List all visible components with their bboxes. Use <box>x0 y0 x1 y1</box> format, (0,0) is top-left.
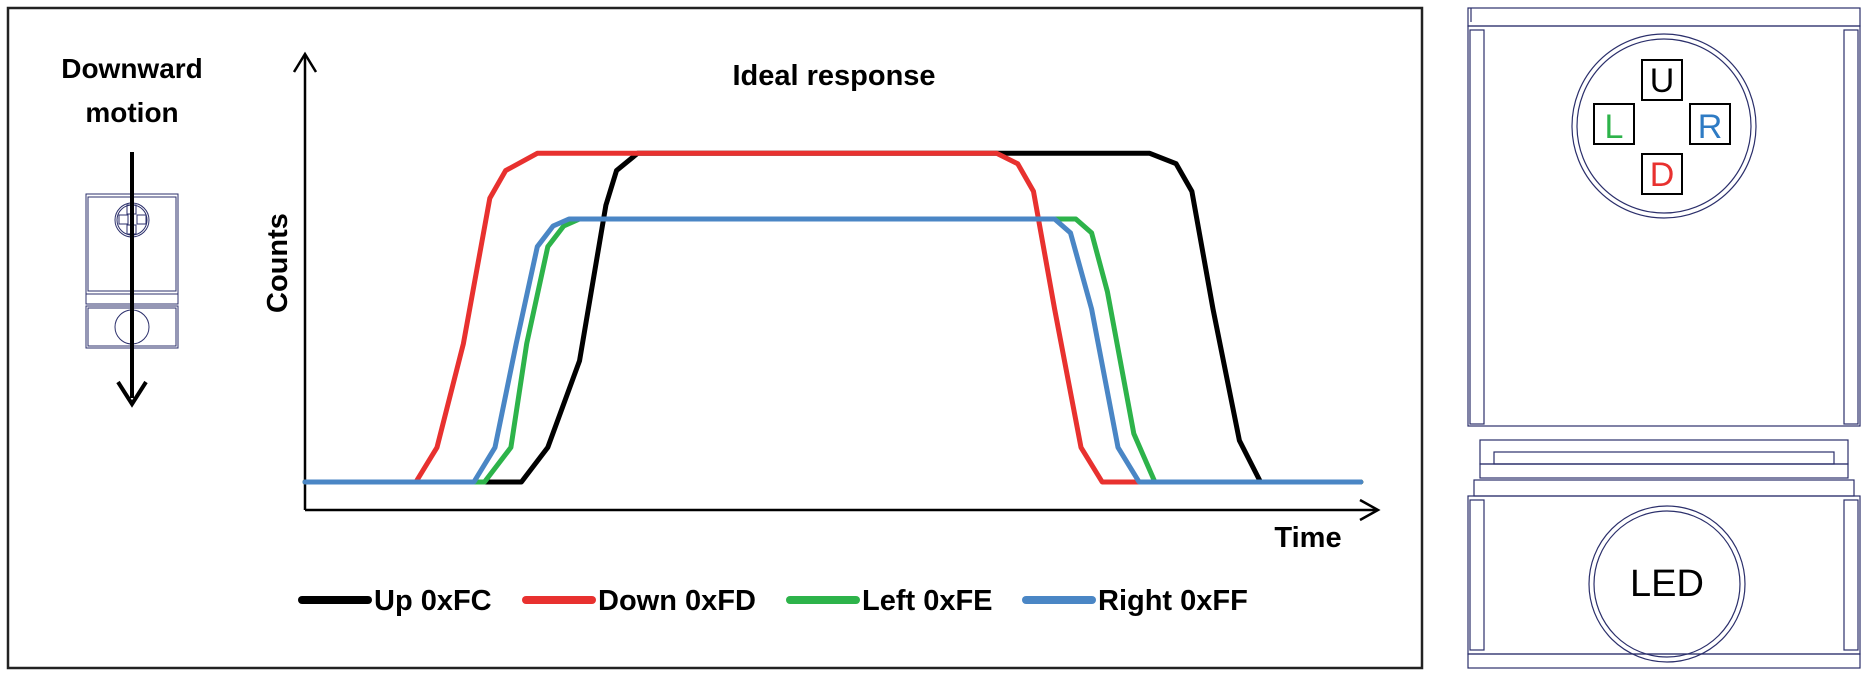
right-label: R <box>1698 108 1723 146</box>
down-photodiode <box>1641 153 1683 195</box>
legend-label-1: Down 0xFD <box>598 585 756 617</box>
series-layer <box>302 150 1364 485</box>
left-photodiode <box>1593 103 1635 145</box>
x-axis-arrow-icon <box>1359 498 1381 522</box>
chart-axes <box>292 51 1381 522</box>
chart-frame <box>6 6 1424 670</box>
up-photodiode <box>1641 59 1683 101</box>
down-label: D <box>1650 156 1675 194</box>
legend-label-2: Left 0xFE <box>862 585 993 617</box>
y-axis-label: Counts <box>262 213 294 313</box>
legend-label-3: Right 0xFF <box>1098 585 1248 617</box>
right-photodiode <box>1689 103 1731 145</box>
motion-arrow-icon <box>116 152 148 408</box>
motion-label-line2: motion <box>85 97 178 128</box>
series-line-0 <box>302 150 1364 485</box>
y-axis-arrow-icon <box>292 51 318 73</box>
up-label: U <box>1650 62 1675 100</box>
led-label: LED <box>1630 563 1704 605</box>
series-line-1 <box>302 150 1364 485</box>
photodiode-window <box>1571 33 1757 219</box>
legend: Up 0xFC Down 0xFD Left 0xFE Right 0xFF <box>298 585 1248 617</box>
left-label: L <box>1605 108 1624 146</box>
x-axis-label: Time <box>1274 522 1341 554</box>
motion-label-line1: Downward <box>61 53 203 84</box>
sensor-drawing <box>1467 7 1861 669</box>
series-line-3 <box>302 216 1364 485</box>
legend-label-0: Up 0xFC <box>374 585 492 617</box>
chart-title: Ideal response <box>732 60 935 92</box>
led-window <box>1588 505 1746 663</box>
